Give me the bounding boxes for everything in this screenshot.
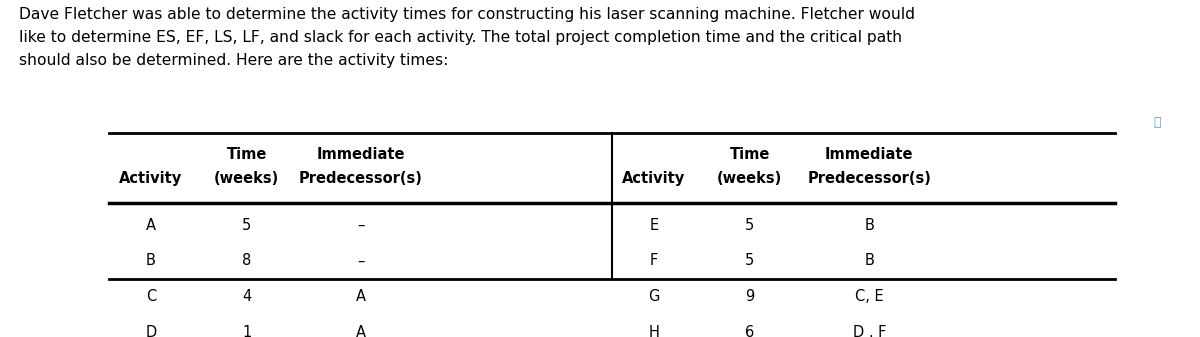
Text: 5: 5 (745, 217, 755, 233)
Text: Immediate: Immediate (826, 148, 913, 162)
Text: 4: 4 (242, 289, 252, 304)
Text: (weeks): (weeks) (718, 171, 782, 186)
Text: A: A (355, 325, 366, 337)
Text: 1: 1 (242, 325, 252, 337)
Text: –: – (356, 217, 365, 233)
Text: Dave Fletcher was able to determine the activity times for constructing his lase: Dave Fletcher was able to determine the … (19, 7, 916, 68)
Text: 9: 9 (745, 289, 755, 304)
Text: D , F: D , F (853, 325, 886, 337)
Text: 8: 8 (242, 253, 252, 268)
Text: C, E: C, E (856, 289, 883, 304)
Text: 5: 5 (745, 253, 755, 268)
Text: Activity: Activity (623, 171, 685, 186)
Text: G: G (648, 289, 660, 304)
Text: Predecessor(s): Predecessor(s) (299, 171, 422, 186)
Text: H: H (648, 325, 659, 337)
Text: (weeks): (weeks) (214, 171, 280, 186)
Text: –: – (356, 253, 365, 268)
Text: A: A (146, 217, 156, 233)
Text: 6: 6 (745, 325, 755, 337)
Text: ⧈: ⧈ (1153, 116, 1160, 129)
Text: E: E (649, 217, 659, 233)
Text: D: D (145, 325, 157, 337)
Text: Activity: Activity (120, 171, 182, 186)
Text: C: C (146, 289, 156, 304)
Text: Immediate: Immediate (317, 148, 404, 162)
Text: F: F (649, 253, 658, 268)
Text: 5: 5 (242, 217, 252, 233)
Text: B: B (864, 217, 875, 233)
Text: Time: Time (227, 148, 268, 162)
Text: A: A (355, 289, 366, 304)
Text: B: B (146, 253, 156, 268)
Text: Time: Time (730, 148, 770, 162)
Text: B: B (864, 253, 875, 268)
Text: Predecessor(s): Predecessor(s) (808, 171, 931, 186)
